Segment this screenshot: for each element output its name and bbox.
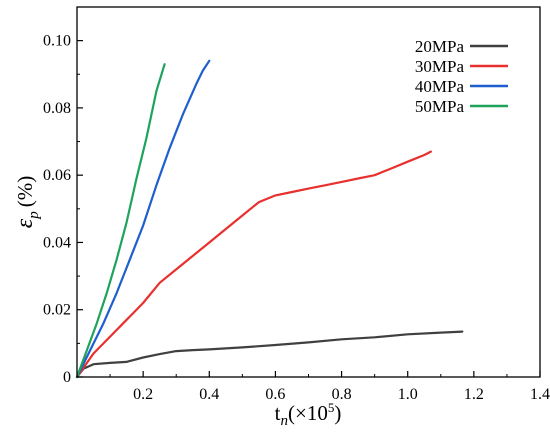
- legend-label-20mpa: 20MPa: [415, 37, 465, 56]
- x-axis-title-close: ): [334, 401, 341, 425]
- y-tick-label: 0.06: [43, 167, 71, 184]
- y-tick-label: 0.04: [43, 234, 71, 251]
- x-axis-title-base: t: [275, 401, 281, 425]
- plot-frame: [76, 6, 541, 378]
- series-line-50mpa: [75, 63, 166, 379]
- x-tick-label: 0.2: [133, 386, 153, 403]
- x-axis-title-sub: n: [281, 413, 289, 429]
- series-layer: [75, 59, 464, 379]
- y-tick-label: 0: [63, 369, 71, 386]
- x-tick-label: 1.4: [530, 386, 550, 403]
- x-tick-label: 0.6: [265, 386, 285, 403]
- y-axis-title-base: ε: [12, 218, 38, 228]
- legend-label-50mpa: 50MPa: [415, 97, 465, 116]
- x-tick-label: 0.4: [199, 386, 219, 403]
- x-tick-label: 0.8: [332, 386, 352, 403]
- y-tick-label: 0.08: [43, 100, 71, 117]
- x-axis-title-rest: (×10: [288, 401, 328, 425]
- y-tick-label: 0.10: [43, 33, 71, 50]
- y-axis-title-sub: p: [26, 211, 42, 220]
- x-tick-label: 1.0: [398, 386, 418, 403]
- series-line-40mpa: [75, 59, 211, 379]
- y-axis-title-unit: (%): [13, 176, 37, 207]
- series-line-20mpa: [75, 330, 464, 379]
- y-tick-label: 0.02: [43, 302, 71, 319]
- x-axis-title-sup: 5: [328, 400, 335, 415]
- series-line-30mpa: [75, 150, 432, 379]
- axes-layer: 0.2 0.4 0.6 0.8 1.0 1.2 1.4 0 0.02 0.04 0.06 0.08 0.…: [43, 6, 550, 403]
- legend-label-40mpa: 40MPa: [415, 77, 465, 96]
- y-axis-title: εp (%): [12, 176, 42, 228]
- x-tick-label: 1.2: [464, 386, 484, 403]
- x-axis-title: tn(×105): [275, 400, 342, 429]
- legend-label-30mpa: 30MPa: [415, 57, 465, 76]
